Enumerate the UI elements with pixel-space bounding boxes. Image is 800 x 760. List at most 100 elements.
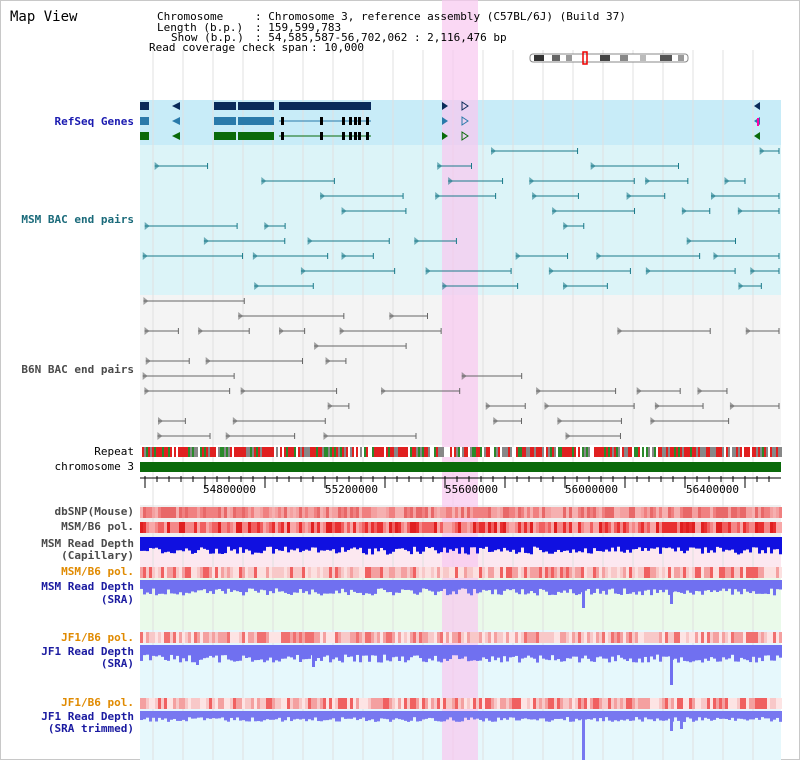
track-label-msm-b6-pol[interactable]: MSM/B6 pol. [61,520,134,533]
heat-cell [677,507,680,518]
heat-cell [341,632,344,643]
heat-cell [641,522,644,533]
heat-cell [746,632,749,643]
heat-cell [317,522,320,533]
heat-cell [311,507,314,518]
heat-cell [764,522,767,533]
depth-bar [314,645,317,661]
depth-bar [527,537,530,554]
depth-bar [530,711,533,720]
heat-cell [686,698,689,709]
heat-cell [161,507,164,518]
depth-bar [164,645,167,660]
heat-cell [581,567,584,578]
heat-cell [746,507,749,518]
heat-cell [725,507,728,518]
heat-cell [722,507,725,518]
heat-cell [347,567,350,578]
depth-bar [509,711,512,718]
heat-cell [569,567,572,578]
heat-cell [158,507,161,518]
repeat-element [388,447,390,457]
heat-cell [452,632,455,643]
depth-bar [149,580,152,594]
heat-cell [389,522,392,533]
repeat-element [580,447,582,457]
depth-bar [236,580,239,592]
heat-cell [440,522,443,533]
heat-cell [584,507,587,518]
track-label-msm-depth-sra[interactable]: MSM Read Depth [41,580,134,593]
msm-bac-pair-end [144,222,150,230]
b6n-bac-pair-end [143,297,149,305]
depth-bar [263,580,266,591]
depth-bar [692,537,695,548]
depth-bar [281,711,284,722]
heat-cell [626,567,629,578]
repeat-element [296,447,298,457]
heat-cell [443,698,446,709]
depth-bar [599,537,602,552]
heat-cell [269,698,272,709]
repeat-element [574,447,576,457]
repeat-element [754,447,756,457]
depth-bar [599,645,602,657]
depth-bar [275,580,278,589]
repeat-element [146,447,148,457]
msm-bac-pair-end [515,252,521,260]
depth-bar [260,580,263,590]
track-label-jf1-depth-sra[interactable]: JF1 Read Depth [41,645,134,658]
heat-cell [689,522,692,533]
depth-bar [659,645,662,662]
depth-bar [401,580,404,590]
depth-bar [173,537,176,554]
depth-bar [653,580,656,590]
track-label-msm-bac[interactable]: MSM BAC end pairs [21,213,134,226]
track-label-b6n-bac[interactable]: B6N BAC end pairs [21,363,134,376]
track-label-jf1-b6-pol-2[interactable]: JF1/B6 pol. [61,696,134,709]
heat-cell [554,507,557,518]
msm-bac-pair-end [425,267,431,275]
heat-cell [239,632,242,643]
track-label-refseq[interactable]: RefSeq Genes [54,115,134,128]
track-label-jf1-b6-pol[interactable]: JF1/B6 pol. [61,631,134,644]
heat-cell [533,507,536,518]
track-label-chromosome: chromosome 3 [54,460,134,473]
depth-bar [464,711,467,718]
heat-cell [497,698,500,709]
depth-bar [140,645,143,661]
depth-bar [776,711,779,718]
depth-bar [368,645,371,662]
heat-cell [248,507,251,518]
depth-bar [773,711,776,720]
heat-cell [479,567,482,578]
track-label-dbsnp[interactable]: dbSNP(Mouse) [54,505,134,518]
depth-bar [587,711,590,720]
depth-bar [287,711,290,718]
heat-cell [629,698,632,709]
depth-bar [395,645,398,657]
heat-cell [704,567,707,578]
b6n-bac-pair-end [544,402,550,410]
heat-cell [182,632,185,643]
track-label-jf1-depth-trim[interactable]: JF1 Read Depth [41,710,134,723]
track-label-msm-b6-pol-2[interactable]: MSM/B6 pol. [61,565,134,578]
heat-cell [527,698,530,709]
depth-bar [140,580,143,589]
heat-cell [353,698,356,709]
repeat-element [258,447,260,457]
heat-cell [371,567,374,578]
heat-cell [344,632,347,643]
depth-bar [317,711,320,722]
track-label-repeat: Repeat [94,445,134,458]
heat-cell [674,632,677,643]
heat-cell [512,507,515,518]
track-label-msm-depth-cap[interactable]: MSM Read Depth [41,537,134,550]
heat-cell [407,507,410,518]
heat-cell [557,632,560,643]
heat-cell [443,632,446,643]
depth-bar [287,537,290,553]
heat-cell [749,698,752,709]
heat-cell [434,507,437,518]
